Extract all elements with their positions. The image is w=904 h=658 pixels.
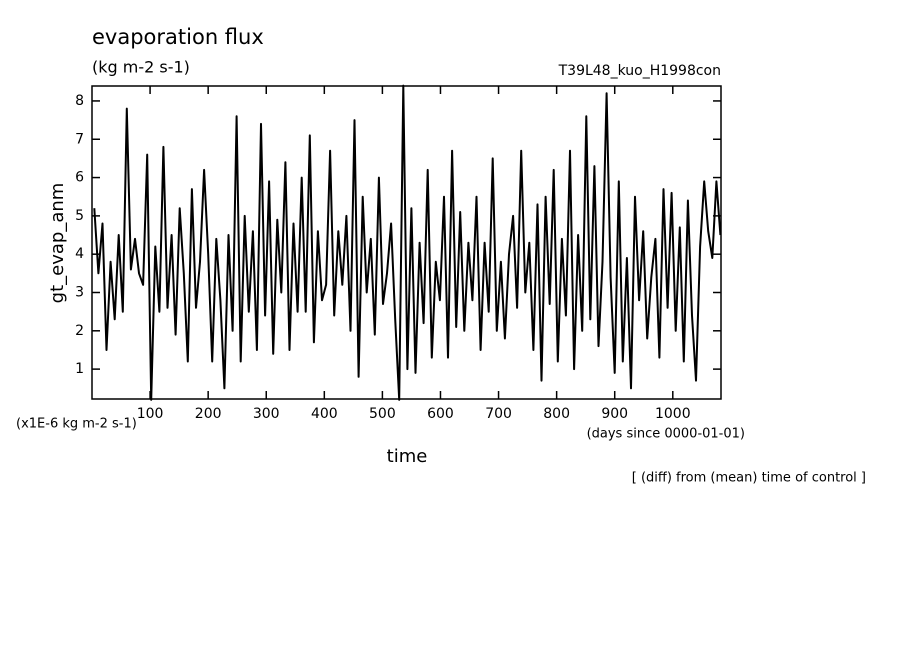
x-axis-label: time	[387, 446, 428, 467]
x-tick-label: 700	[485, 406, 512, 422]
y-unit: (x1E-6 kg m-2 s-1)	[16, 417, 137, 432]
y-tick-label: 8	[75, 93, 84, 109]
x-tick-label: 100	[137, 406, 164, 422]
annotation: T39L48_kuo_H1998con	[558, 63, 721, 79]
y-axis-label: gt_evap_anm	[47, 183, 68, 304]
x-tick-label: 200	[195, 406, 222, 422]
y-tick-label: 4	[75, 246, 84, 262]
x-tick-label: 300	[253, 406, 280, 422]
y-tick-label: 3	[75, 284, 84, 300]
note: [ (diff) from (mean) time of control ]	[632, 471, 866, 486]
y-tick-label: 7	[75, 131, 84, 147]
chart-title: evaporation flux	[92, 25, 264, 49]
subtitle: (kg m-2 s-1)	[92, 58, 190, 77]
y-tick-label: 1	[75, 361, 84, 377]
x-tick-label: 900	[601, 406, 628, 422]
x-tick-label: 1000	[655, 406, 691, 422]
x-unit: (days since 0000-01-01)	[587, 427, 745, 442]
y-tick-label: 6	[75, 170, 84, 186]
x-tick-label: 600	[427, 406, 454, 422]
plot-frame	[91, 85, 722, 400]
y-tick-label: 2	[75, 323, 84, 339]
x-tick-label: 500	[369, 406, 396, 422]
x-tick-label: 400	[311, 406, 338, 422]
x-tick-label: 800	[543, 406, 570, 422]
data-line	[93, 84, 722, 401]
y-tick-label: 5	[75, 208, 84, 224]
